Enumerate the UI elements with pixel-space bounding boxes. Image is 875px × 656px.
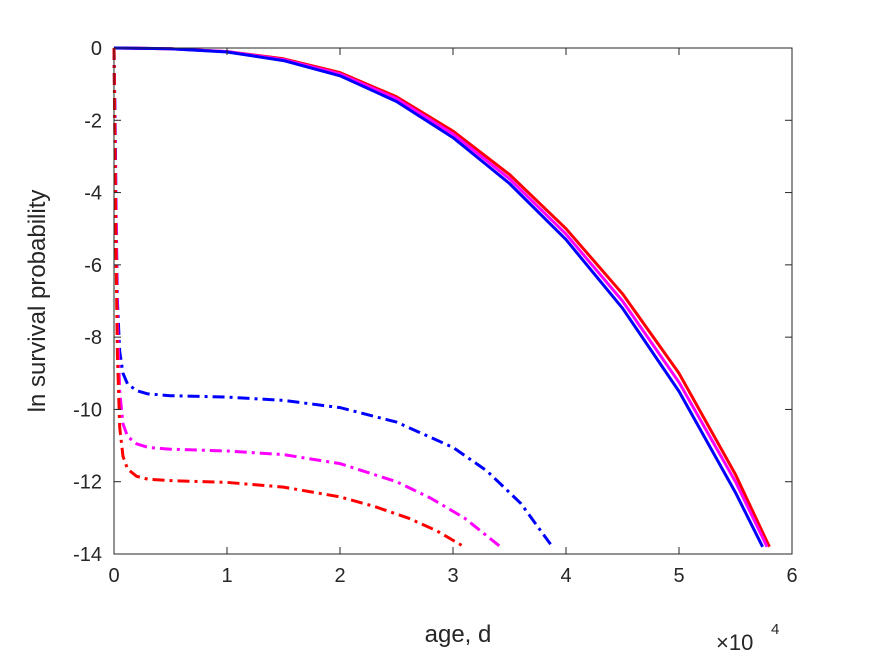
x-tick-label: 3 <box>447 565 458 587</box>
y-tick-label: -8 <box>84 327 102 349</box>
svg-text:4: 4 <box>771 621 779 638</box>
y-tick-label: -6 <box>84 255 102 277</box>
x-tick-label: 0 <box>108 565 119 587</box>
plot-lines <box>112 46 771 549</box>
y-tick-label: -12 <box>73 472 102 494</box>
y-tick-label: -10 <box>73 399 102 421</box>
x-exponent-label: ×10 4 <box>716 621 779 655</box>
axes-box <box>113 47 793 555</box>
series-line-1 <box>113 46 771 548</box>
series-line-5 <box>112 47 502 548</box>
y-tick-label: -14 <box>73 544 102 566</box>
series-line-4 <box>112 47 554 548</box>
y-tick-label: -2 <box>84 110 102 132</box>
x-tick-label: 5 <box>673 565 684 587</box>
y-axis-label: ln survival probability <box>24 190 51 413</box>
tick-labels: 0 1 2 3 4 5 6 0 -2 -4 -6 -8 -10 -12 -14 <box>73 38 797 587</box>
x-axis-label: age, d <box>425 621 492 648</box>
y-tick-label: 0 <box>91 38 102 60</box>
x-tick-label: 1 <box>221 565 232 587</box>
x-tick-label: 4 <box>560 565 571 587</box>
y-tick-label: -4 <box>84 183 102 205</box>
x-tick-label: 6 <box>786 565 797 587</box>
svg-text:×10: ×10 <box>716 630 753 655</box>
series-line-6 <box>112 47 466 549</box>
ticks <box>113 47 793 555</box>
x-tick-label: 2 <box>334 565 345 587</box>
